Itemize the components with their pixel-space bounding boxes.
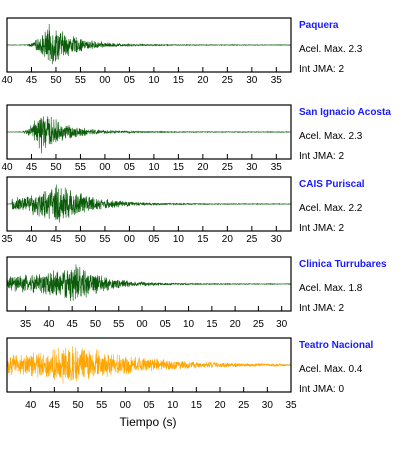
int-jma-label-3: Int JMA: 2 xyxy=(299,303,344,314)
tick-label-0-3: 55 xyxy=(75,75,87,86)
tick-label-3-3: 50 xyxy=(90,319,102,330)
tick-label-2-10: 25 xyxy=(246,234,258,245)
tick-label-1-3: 55 xyxy=(75,162,87,173)
tick-label-4-9: 25 xyxy=(238,400,250,411)
tick-label-4-0: 40 xyxy=(25,400,37,411)
tick-label-1-5: 05 xyxy=(124,162,136,173)
tick-label-3-2: 45 xyxy=(67,319,79,330)
acel-max-label-4: Acel. Max. 0.4 xyxy=(299,364,363,375)
panel-frame-3 xyxy=(6,256,292,312)
tick-label-4-7: 15 xyxy=(191,400,203,411)
tick-label-0-10: 30 xyxy=(246,75,258,86)
acel-max-label-2: Acel. Max. 2.2 xyxy=(299,203,363,214)
tick-label-4-6: 10 xyxy=(167,400,179,411)
tick-label-0-2: 50 xyxy=(50,75,62,86)
tick-label-3-8: 15 xyxy=(206,319,218,330)
tick-label-2-2: 45 xyxy=(50,234,62,245)
tick-label-4-3: 55 xyxy=(96,400,108,411)
tick-label-2-8: 15 xyxy=(197,234,209,245)
waveform-2 xyxy=(6,184,292,223)
acel-max-label-0: Acel. Max. 2.3 xyxy=(299,44,363,55)
tick-label-1-1: 45 xyxy=(26,162,38,173)
station-name-2: CAIS Puriscal xyxy=(299,179,365,190)
tick-label-1-11: 35 xyxy=(271,162,283,173)
tick-label-2-9: 20 xyxy=(222,234,234,245)
waveform-0 xyxy=(6,23,292,65)
tick-label-0-11: 35 xyxy=(271,75,283,86)
tick-label-1-0: 40 xyxy=(1,162,13,173)
tick-label-4-10: 30 xyxy=(262,400,274,411)
tick-label-0-5: 05 xyxy=(124,75,136,86)
station-name-1: San Ignacio Acosta xyxy=(299,107,391,118)
tick-label-0-9: 25 xyxy=(222,75,234,86)
waveform-4 xyxy=(6,346,292,384)
tick-label-2-3: 50 xyxy=(75,234,87,245)
tick-label-3-4: 55 xyxy=(113,319,125,330)
tick-label-3-9: 20 xyxy=(230,319,242,330)
tick-label-2-5: 00 xyxy=(124,234,136,245)
tick-label-4-8: 20 xyxy=(214,400,226,411)
acel-max-label-1: Acel. Max. 2.3 xyxy=(299,131,363,142)
panel-frame-0 xyxy=(6,17,292,73)
tick-label-3-10: 25 xyxy=(253,319,265,330)
station-name-0: Paquera xyxy=(299,20,339,31)
waveform-3 xyxy=(6,264,292,301)
station-name-4: Teatro Nacional xyxy=(299,340,373,351)
tick-label-0-1: 45 xyxy=(26,75,38,86)
x-axis-title: Tiempo (s) xyxy=(120,415,177,429)
tick-label-4-5: 05 xyxy=(143,400,155,411)
tick-label-0-7: 15 xyxy=(173,75,185,86)
acel-max-label-3: Acel. Max. 1.8 xyxy=(299,283,363,294)
tick-label-1-6: 10 xyxy=(148,162,160,173)
tick-label-2-11: 30 xyxy=(271,234,283,245)
tick-label-1-2: 50 xyxy=(50,162,62,173)
tick-label-2-7: 10 xyxy=(173,234,185,245)
tick-label-1-7: 15 xyxy=(173,162,185,173)
tick-label-3-1: 40 xyxy=(43,319,55,330)
tick-label-0-6: 10 xyxy=(148,75,160,86)
tick-label-4-2: 50 xyxy=(72,400,84,411)
tick-label-4-4: 00 xyxy=(120,400,132,411)
tick-label-1-4: 00 xyxy=(99,162,111,173)
tick-label-0-4: 00 xyxy=(99,75,111,86)
tick-label-1-10: 30 xyxy=(246,162,258,173)
tick-label-0-0: 40 xyxy=(1,75,13,86)
tick-label-2-4: 55 xyxy=(99,234,111,245)
tick-label-3-6: 05 xyxy=(160,319,172,330)
int-jma-label-2: Int JMA: 2 xyxy=(299,223,344,234)
int-jma-label-1: Int JMA: 2 xyxy=(299,151,344,162)
tick-label-3-11: 30 xyxy=(276,319,288,330)
tick-label-1-8: 20 xyxy=(197,162,209,173)
tick-label-3-0: 35 xyxy=(20,319,32,330)
int-jma-label-0: Int JMA: 2 xyxy=(299,64,344,75)
tick-label-2-0: 35 xyxy=(1,234,13,245)
tick-label-3-5: 00 xyxy=(136,319,148,330)
waveform-1 xyxy=(6,116,292,154)
tick-label-0-8: 20 xyxy=(197,75,209,86)
tick-label-2-6: 05 xyxy=(148,234,160,245)
tick-label-3-7: 10 xyxy=(183,319,195,330)
tick-label-4-11: 35 xyxy=(285,400,297,411)
panel-frame-1 xyxy=(6,104,292,160)
tick-label-2-1: 40 xyxy=(26,234,38,245)
panel-frame-2 xyxy=(6,176,292,232)
tick-label-4-1: 45 xyxy=(49,400,61,411)
station-name-3: Clinica Turrubares xyxy=(299,259,387,270)
int-jma-label-4: Int JMA: 0 xyxy=(299,384,344,395)
tick-label-1-9: 25 xyxy=(222,162,234,173)
